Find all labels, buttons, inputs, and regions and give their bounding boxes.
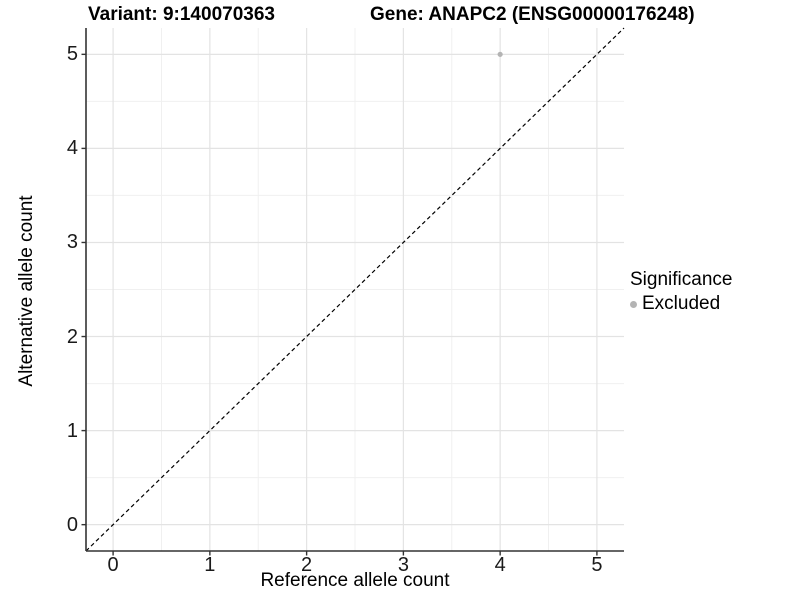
legend-item-label: Excluded bbox=[642, 293, 721, 314]
excluded-point-icon bbox=[630, 300, 637, 308]
y-tick-label: 3 bbox=[66, 231, 78, 254]
identity-line bbox=[85, 27, 625, 552]
y-tick-label: 5 bbox=[66, 43, 78, 66]
x-tick-label: 5 bbox=[591, 554, 603, 576]
data-point bbox=[497, 51, 503, 57]
y-tick-label: 0 bbox=[66, 513, 78, 536]
x-tick-label: 4 bbox=[494, 554, 506, 576]
x-tick-label: 1 bbox=[204, 554, 216, 576]
y-axis-title: Alternative allele count bbox=[16, 195, 37, 387]
x-tick-label: 3 bbox=[397, 554, 409, 576]
x-axis-title: Reference allele count bbox=[260, 570, 450, 591]
y-tick-label: 1 bbox=[66, 419, 78, 442]
legend: Significance Excluded bbox=[630, 269, 732, 315]
y-tick-label: 4 bbox=[66, 137, 78, 160]
gene-title: Gene: ANAPC2 (ENSG00000176248) bbox=[370, 4, 695, 25]
y-tick-label: 2 bbox=[66, 325, 78, 348]
legend-title: Significance bbox=[630, 269, 733, 290]
variant-title: Variant: 9:140070363 bbox=[88, 4, 275, 25]
x-tick-label: 2 bbox=[301, 554, 313, 576]
x-tick-label: 0 bbox=[107, 554, 119, 576]
legend-item-excluded: Excluded bbox=[630, 293, 732, 315]
